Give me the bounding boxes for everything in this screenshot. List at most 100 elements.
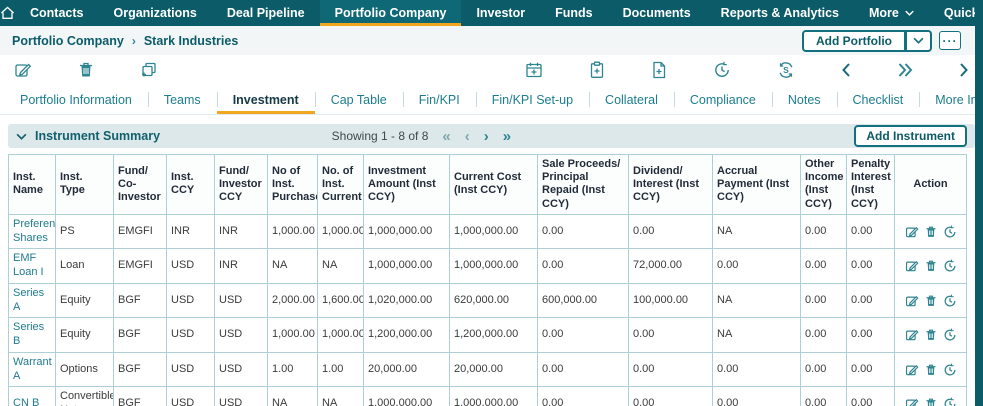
tab-investment[interactable]: Investment — [216, 85, 315, 114]
prev-page-button[interactable]: ‹ — [464, 127, 470, 145]
history-icon[interactable] — [943, 225, 957, 239]
add-portfolio-dropdown-button[interactable] — [906, 29, 932, 52]
table-cell: EMGFI — [113, 248, 167, 284]
table-cell: 0.00 — [712, 248, 801, 284]
nav-item-organizations[interactable]: Organizations — [98, 0, 211, 26]
table-cell: 1,200,000.00 — [449, 317, 538, 353]
edit-icon[interactable] — [905, 363, 919, 377]
pagination: Showing 1 - 8 of 8 « ‹ › » — [332, 129, 511, 144]
currency-history-icon[interactable]: S — [777, 61, 795, 79]
section-title: Instrument Summary — [35, 129, 161, 143]
breadcrumb-portfolio-company[interactable]: Portfolio Company — [12, 33, 124, 48]
edit-icon[interactable] — [905, 328, 919, 342]
first-page-button[interactable]: « — [442, 127, 451, 145]
double-chevron-right-icon[interactable] — [897, 62, 913, 78]
history-icon[interactable] — [943, 294, 957, 308]
delete-icon[interactable] — [925, 397, 937, 406]
instrument-name-cell[interactable]: EMF Loan I — [8, 248, 56, 284]
column-header: No of Inst. Purchased — [267, 154, 318, 215]
instrument-name-link[interactable]: Series B — [13, 321, 45, 347]
nav-item-reports-analytics[interactable]: Reports & Analytics — [706, 0, 854, 26]
table-cell: 1,000,000.00 — [449, 213, 538, 250]
nav-item-documents[interactable]: Documents — [608, 0, 706, 26]
delete-icon[interactable] — [925, 363, 937, 377]
tab-collateral[interactable]: Collateral — [589, 85, 674, 114]
delete-icon[interactable] — [925, 328, 937, 342]
edit-icon[interactable] — [905, 397, 919, 406]
tab-fin-kpi-set-up[interactable]: Fin/KPI Set-up — [475, 85, 589, 114]
table-cell: USD — [166, 248, 215, 284]
nav-item-deal-pipeline[interactable]: Deal Pipeline — [212, 0, 320, 26]
next-page-button[interactable]: › — [483, 127, 489, 145]
table-cell: 0.00 — [800, 213, 847, 250]
copy-icon[interactable] — [140, 61, 158, 79]
instrument-name-cell[interactable]: Preference Shares — [8, 213, 56, 250]
nav-item-label: More — [869, 6, 899, 20]
edit-icon[interactable] — [14, 61, 32, 79]
history-icon[interactable] — [943, 363, 957, 377]
nav-item-more[interactable]: More — [854, 0, 929, 26]
edit-icon[interactable] — [905, 225, 919, 239]
instrument-name-link[interactable]: Warrant A — [13, 355, 52, 382]
instrument-name-link[interactable]: Preference Shares — [13, 217, 56, 244]
table-cell: 1.00 — [267, 351, 318, 388]
table-cell: 1,000,000.00 — [449, 386, 538, 406]
nav-item-quick-create[interactable]: Quick Create — [929, 0, 983, 26]
instrument-name-link[interactable]: Series A — [13, 286, 45, 313]
table-cell: 0.00 — [712, 351, 801, 388]
delete-icon[interactable] — [78, 61, 94, 79]
instrument-name-cell[interactable]: Series A — [8, 282, 56, 319]
instrument-name-cell[interactable]: Series B — [8, 317, 56, 353]
history-icon[interactable] — [943, 259, 957, 273]
instrument-name-cell[interactable]: CN B — [8, 386, 56, 406]
tab-compliance[interactable]: Compliance — [673, 85, 772, 114]
table-cell: 0.00 — [537, 351, 629, 388]
delete-icon[interactable] — [925, 294, 937, 308]
table-cell: Convertible Note — [55, 386, 114, 406]
calendar-add-icon[interactable] — [525, 61, 543, 79]
table-cell: INR — [166, 213, 215, 250]
delete-icon[interactable] — [925, 259, 937, 273]
nav-item-label: Documents — [622, 6, 691, 20]
table-cell: 1.00 — [317, 351, 364, 388]
edit-icon[interactable] — [905, 259, 919, 273]
edit-icon[interactable] — [905, 294, 919, 308]
nav-item-investor[interactable]: Investor — [461, 0, 540, 26]
history-icon[interactable] — [943, 328, 957, 342]
instrument-name-link[interactable]: CN B — [13, 397, 40, 406]
table-cell: 1,000,000.00 — [363, 248, 450, 284]
column-header: No. of Inst. Current — [317, 154, 364, 215]
history-icon[interactable] — [713, 61, 731, 79]
tab-cap-table[interactable]: Cap Table — [314, 85, 403, 114]
tab-fin-kpi[interactable]: Fin/KPI — [402, 85, 476, 114]
add-portfolio-button[interactable]: Add Portfolio — [802, 29, 906, 52]
last-page-button[interactable]: » — [502, 127, 512, 145]
clipboard-add-icon[interactable] — [589, 61, 605, 79]
chevron-right-icon[interactable] — [959, 62, 969, 78]
history-icon[interactable] — [943, 397, 957, 406]
more-options-button[interactable]: ··· — [939, 31, 961, 50]
tab-checklist[interactable]: Checklist — [836, 85, 920, 114]
nav-item-contacts[interactable]: Contacts — [15, 0, 98, 26]
instrument-name-cell[interactable]: Warrant A — [8, 351, 56, 388]
instrument-name-link[interactable]: EMF Loan I — [13, 252, 44, 278]
table-cell: 1,000,000.00 — [363, 213, 450, 250]
file-add-icon[interactable] — [651, 61, 667, 79]
home-button[interactable] — [0, 0, 15, 26]
add-instrument-button[interactable]: Add Instrument — [854, 125, 967, 147]
tab-teams[interactable]: Teams — [147, 85, 217, 114]
instrument-summary-toggle[interactable]: Instrument Summary — [16, 129, 160, 143]
table-row: Series A Equity BGF USD USD 2,000.00 1,600.00 1… — [8, 282, 967, 319]
column-header: Fund/ Co-Investor — [113, 154, 167, 215]
nav-item-funds[interactable]: Funds — [540, 0, 608, 26]
table-row: Series B Equity BGF USD USD 1,000.00 1,000.00 1… — [8, 317, 967, 353]
table-cell: 0.00 — [537, 386, 629, 406]
chevron-left-icon[interactable] — [841, 62, 851, 78]
tab-more-information[interactable]: More Information — [919, 85, 983, 114]
tab-notes[interactable]: Notes — [771, 85, 837, 114]
table-cell: 0.00 — [628, 351, 713, 388]
nav-item-portfolio-company[interactable]: Portfolio Company — [319, 0, 462, 26]
right-edge-panel — [975, 0, 983, 406]
tab-portfolio-information[interactable]: Portfolio Information — [20, 92, 132, 107]
delete-icon[interactable] — [925, 225, 937, 239]
